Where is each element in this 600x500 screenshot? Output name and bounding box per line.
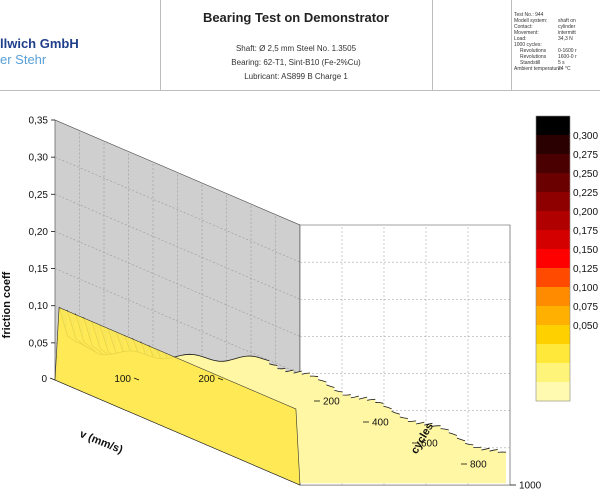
gridline: [54, 156, 301, 263]
colorbar-swatch: [536, 306, 570, 326]
info-key: Modell system:: [514, 18, 548, 24]
colorbar-label: 0,075: [573, 302, 598, 313]
header-bottom-border: [0, 90, 600, 91]
info-key: Revolutions: [520, 54, 547, 60]
friction-curves: [54, 307, 506, 486]
info-key: Standstill: [520, 60, 541, 66]
company-name: llwich GmbH: [0, 36, 79, 51]
colorbar-label: 0,250: [573, 169, 598, 180]
info-key: Load:: [514, 36, 527, 42]
colorbar-swatch: [536, 211, 570, 231]
info-row: Contact: cylinder: [514, 24, 600, 30]
info-row: Ambient temperature: 24 °C: [514, 66, 600, 72]
gridline: [54, 268, 301, 374]
info-value: cylinder: [558, 24, 576, 30]
colorbar-label: 0,225: [573, 188, 598, 199]
z-tick-label: 0,20: [29, 227, 49, 238]
info-value: 5 s: [558, 60, 565, 66]
colorbar-label: 0,300: [573, 131, 598, 142]
info-row: Movement: intermitt: [514, 30, 600, 36]
colorbar-label: 0,275: [573, 150, 598, 161]
colorbar-swatch: [536, 154, 570, 174]
v-tick-mark: [133, 377, 140, 381]
info-row: Revolutions 1600-0 r: [514, 54, 600, 60]
colorbar-swatch: [536, 382, 570, 402]
colorbar-swatch: [536, 325, 570, 345]
report-title: Bearing Test on Demonstrator: [202, 10, 390, 25]
z-tick-label: 0,10: [29, 301, 49, 312]
cycle-tick-label: 200: [323, 397, 340, 408]
info-row: Standstill 5 s: [514, 60, 600, 66]
info-value: 0-1600 r: [558, 48, 577, 54]
colorbar-label: 0,200: [573, 207, 598, 218]
colorbar-swatch: [536, 268, 570, 288]
cycle-tick-label: 800: [470, 460, 487, 471]
info-row: Modell system: shaft on: [514, 18, 600, 24]
colorbar-swatch: [536, 116, 570, 136]
header-divider-right: [511, 0, 512, 90]
v-tick-label: 200: [198, 374, 215, 385]
colorbar-label: 0,175: [573, 226, 598, 237]
bearing-description: Bearing: 62-T1, Sint-B10 (Fe-2%Cu): [231, 58, 361, 67]
header-divider-left: [160, 0, 161, 90]
info-value: 24 °C: [558, 66, 571, 72]
info-value: 1600-0 r: [558, 54, 577, 60]
header-divider-middle: [432, 0, 433, 90]
z-tick-label: 0,30: [29, 153, 49, 164]
info-value: shaft on: [558, 18, 576, 24]
z-tick-label: 0,25: [29, 190, 49, 201]
colorbar-swatch: [536, 249, 570, 269]
v-axis-title: v (mm/s): [78, 428, 125, 456]
cycle-tick-label: 400: [372, 418, 389, 429]
info-key: Movement:: [514, 30, 539, 36]
info-key: Ambient temperature:: [514, 66, 563, 72]
lubricant-description: Lubricant: AS899 B Charge 1: [244, 72, 348, 81]
colorbar-label: 0,050: [573, 321, 598, 332]
info-row: 1000 cycles:: [514, 42, 600, 48]
v-tick-label: 0: [41, 374, 47, 385]
cycle-tick-label: 1000: [519, 481, 542, 492]
z-tick-label: 0,05: [29, 338, 49, 349]
z-axis-title: friction coeff: [1, 271, 13, 338]
colorbar-swatch: [536, 230, 570, 250]
z-tick-label: 0,15: [29, 264, 49, 275]
colorbar-legend: 0,300 0,275 0,250 0,225 0,200 0,175 0,150 0,125…: [535, 115, 598, 402]
z-tick-label: 0,35: [29, 116, 49, 127]
colorbar-label: 0,125: [573, 264, 598, 275]
info-key: Test No.: 944: [514, 12, 544, 18]
info-value: 34,3 N: [558, 36, 573, 42]
info-key: 1000 cycles:: [514, 42, 542, 48]
colorbar-swatch: [536, 173, 570, 193]
cycle-tick-label: 600: [421, 439, 438, 450]
v-tick-label: 100: [114, 374, 131, 385]
report-header: llwich GmbH er Stehr Bearing Test on Dem…: [0, 0, 600, 91]
info-row: Load: 34,3 N: [514, 36, 600, 42]
colorbar-swatch: [536, 363, 570, 383]
info-row: Test No.: 944: [514, 12, 600, 18]
info-row: Revolutions 0-1600 r: [514, 48, 600, 54]
info-key: Contact:: [514, 24, 533, 30]
friction-3d-chart: 0,35 0,30 0,25 0,20 0,15 0,10 0,05 friction coe…: [1, 115, 598, 492]
company-tagline: er Stehr: [0, 52, 47, 67]
test-info-panel: Test No.: 944 Modell system: shaft on Conta…: [514, 12, 600, 72]
colorbar-swatch: [536, 192, 570, 212]
v-tick-mark: [217, 377, 224, 381]
colorbar-frame: [535, 115, 571, 402]
colorbar-swatch: [536, 344, 570, 364]
info-key: Revolutions: [520, 48, 547, 54]
v-tick-mark: [49, 377, 56, 381]
shaft-description: Shaft: Ø 2,5 mm Steel No. 1.3505: [235, 44, 357, 53]
friction-ridge-band: [54, 307, 301, 486]
colorbar-label: 0,150: [573, 245, 598, 256]
colorbar-swatch: [536, 135, 570, 155]
colorbar-swatch: [536, 287, 570, 307]
info-value: intermitt: [558, 30, 576, 36]
colorbar-label: 0,100: [573, 283, 598, 294]
